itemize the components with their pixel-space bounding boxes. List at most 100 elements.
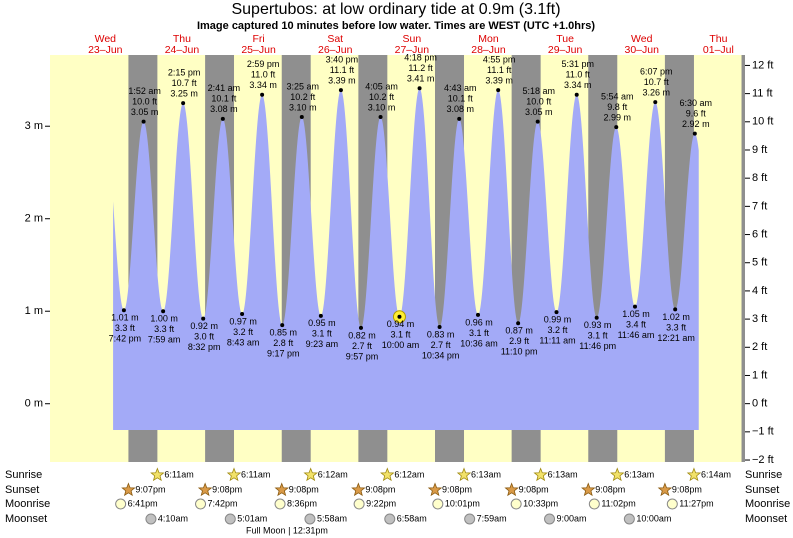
row-label: Sunset [745, 484, 779, 496]
extreme-point [121, 308, 126, 313]
extreme-label: 10.7 ft [172, 78, 198, 88]
extreme-label: 5:31 pm [561, 59, 594, 69]
day-date: 23–Jun [88, 44, 123, 56]
chart-subtitle: Image captured 10 minutes before low wat… [197, 20, 595, 32]
sun-icon [226, 467, 242, 482]
extreme-label: 3.2 ft [547, 325, 568, 335]
extreme-label: 2.8 ft [273, 338, 294, 348]
extreme-label: 4:18 pm [404, 53, 437, 63]
extreme-label: 0.83 m [427, 329, 455, 339]
sun-moon-time: 9:00am [557, 513, 587, 523]
sun-moon-time: 8:36pm [287, 498, 317, 508]
y2-tick-label: 9 ft [752, 144, 767, 156]
moon-icon [544, 513, 556, 525]
sun-icon [427, 482, 443, 497]
moon-icon [195, 498, 207, 510]
row-label: Moonrise [745, 498, 790, 510]
sun-moon-time: 6:13am [624, 469, 654, 479]
extreme-label: 5:54 am [601, 92, 634, 102]
y2-tick-label: −1 ft [752, 426, 774, 438]
sun-icon [610, 467, 625, 482]
extreme-label: 10.0 ft [526, 96, 552, 106]
moon-icon [432, 498, 444, 510]
extreme-label: 3.10 m [289, 102, 317, 112]
extreme-label: 9:23 am [306, 339, 339, 349]
sun-moon-time: 9:08pm [519, 484, 549, 494]
extreme-label: 11:46 am [618, 330, 655, 340]
extreme-label: 7:59 am [148, 335, 181, 345]
extreme-label: 8:32 pm [188, 342, 221, 352]
sun-icon [150, 467, 165, 482]
y2-tick-label: 0 ft [752, 398, 767, 410]
sun-icon [581, 482, 596, 497]
extreme-label: 11:46 pm [579, 341, 616, 351]
extreme-label: 11.0 ft [251, 70, 276, 80]
extreme-label: 10.1 ft [211, 94, 237, 104]
sun-moon-time: 10:00am [636, 513, 671, 523]
moon-icon [384, 513, 396, 525]
extreme-label: 3.10 m [368, 102, 396, 112]
moon-icon [274, 498, 286, 510]
sun-moon-time: 6:11am [241, 469, 270, 479]
extreme-label: 0.93 m [584, 320, 612, 330]
extreme-label: 10.0 ft [132, 96, 158, 106]
y2-tick-label: 8 ft [752, 172, 767, 184]
extreme-point [417, 86, 422, 91]
extreme-label: 10.1 ft [448, 94, 474, 104]
extreme-point [516, 321, 521, 326]
moon-icon [588, 498, 600, 510]
moon-icon [623, 513, 635, 525]
extreme-label: 6:30 am [680, 98, 713, 108]
moon-icon [115, 498, 127, 510]
extreme-label: 3.3 ft [154, 324, 175, 334]
day-date: 28–Jun [471, 44, 506, 56]
extreme-label: 3.0 ft [194, 332, 215, 342]
extreme-label: 3.05 m [525, 107, 553, 117]
sun-icon [456, 467, 472, 482]
extreme-label: 3.39 m [328, 76, 356, 86]
extreme-label: 9.6 ft [686, 109, 707, 119]
extreme-point [554, 310, 559, 315]
moon-icon [510, 498, 522, 510]
sun-icon [303, 467, 318, 482]
extreme-label: 2.7 ft [352, 341, 373, 351]
sun-icon [657, 482, 673, 497]
extreme-point [437, 324, 442, 329]
extreme-label: 0.87 m [505, 326, 533, 336]
extreme-label: 0.92 m [190, 321, 218, 331]
extreme-label: 0.85 m [269, 327, 297, 337]
moon-icon [304, 513, 316, 525]
day-date: 24–Jun [165, 44, 200, 56]
extreme-label: 0.94 m [387, 319, 415, 329]
extreme-point [632, 304, 637, 309]
extreme-label: 3.2 ft [233, 327, 254, 337]
extreme-label: 3.39 m [485, 76, 513, 86]
extreme-label: 2:15 pm [168, 67, 201, 77]
extreme-label: 3.1 ft [588, 331, 609, 341]
full-moon: Full Moon | 12:31pm [246, 525, 328, 535]
extreme-label: 3.1 ft [312, 329, 333, 339]
sun-moon-time: 10:01pm [445, 498, 480, 508]
extreme-label: 3.1 ft [390, 330, 411, 340]
sun-moon-time: 7:59am [477, 513, 507, 523]
extreme-label: 0.82 m [348, 330, 376, 340]
extreme-point [496, 88, 501, 93]
extreme-label: 2.92 m [682, 119, 710, 129]
extreme-label: 3.26 m [643, 88, 671, 98]
extreme-point [476, 312, 481, 317]
moon-icon [666, 498, 678, 510]
moon-icon [464, 513, 476, 525]
y2-tick-label: −2 ft [752, 454, 774, 466]
sun-moon-time: 7:42pm [208, 498, 238, 508]
moon-icon [224, 513, 236, 525]
sun-moon-time: 6:41pm [128, 498, 158, 508]
sun-moon-time: 6:11am [164, 469, 193, 479]
day-name: Sat [327, 33, 343, 45]
row-label: Sunset [5, 484, 39, 496]
extreme-label: 3.41 m [407, 74, 435, 84]
extreme-label: 11:10 pm [501, 347, 538, 357]
extreme-label: 2.99 m [604, 113, 632, 123]
sun-icon [197, 482, 213, 497]
extreme-label: 5:18 am [522, 86, 555, 96]
day-date: 01–Jul [703, 44, 734, 56]
